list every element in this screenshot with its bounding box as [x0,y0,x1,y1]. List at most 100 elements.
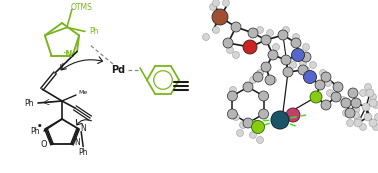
Circle shape [342,110,350,116]
Circle shape [232,52,240,58]
Circle shape [348,88,358,98]
Circle shape [228,91,237,101]
Circle shape [248,28,258,38]
Circle shape [339,97,347,103]
Circle shape [278,30,288,40]
Circle shape [298,65,308,75]
Circle shape [370,93,376,101]
Circle shape [369,99,377,107]
Circle shape [232,113,240,121]
FancyArrowPatch shape [61,63,67,70]
Circle shape [240,121,246,129]
Circle shape [321,72,331,82]
Text: N: N [80,124,86,133]
Circle shape [259,91,269,101]
Circle shape [270,76,276,84]
Text: N: N [74,138,80,147]
Circle shape [355,116,361,124]
FancyArrowPatch shape [76,120,91,125]
Circle shape [228,109,237,119]
Circle shape [291,38,301,48]
Circle shape [351,98,361,108]
Circle shape [229,86,237,93]
Circle shape [347,120,353,126]
Circle shape [259,109,269,119]
Circle shape [220,16,226,24]
Circle shape [310,91,322,103]
Text: Me: Me [78,89,88,94]
Circle shape [203,34,209,40]
Circle shape [261,62,271,72]
Circle shape [301,52,311,62]
Text: O: O [41,140,47,149]
Circle shape [290,61,296,69]
Circle shape [331,92,341,102]
Text: Ph: Ph [89,27,99,36]
Circle shape [364,113,372,121]
Circle shape [223,38,233,48]
Circle shape [302,66,310,74]
Circle shape [319,70,327,76]
Circle shape [324,80,332,86]
Circle shape [281,55,291,65]
Circle shape [212,9,228,25]
Circle shape [341,98,351,108]
Text: Ph: Ph [24,98,34,107]
Circle shape [333,82,343,92]
Circle shape [257,26,263,34]
Text: :N: :N [62,50,73,59]
Circle shape [359,124,367,130]
Circle shape [310,61,316,69]
Circle shape [364,84,372,90]
Circle shape [291,48,305,61]
Circle shape [212,0,220,7]
Circle shape [283,67,293,77]
Circle shape [249,131,257,139]
Circle shape [261,35,271,45]
Circle shape [372,124,378,130]
Circle shape [271,111,289,129]
Circle shape [354,119,362,127]
Circle shape [375,113,378,121]
Circle shape [369,119,377,127]
Circle shape [209,3,217,11]
Circle shape [299,60,307,66]
Circle shape [311,92,321,102]
Circle shape [302,43,310,51]
Circle shape [243,40,257,54]
Circle shape [359,89,367,97]
Circle shape [293,34,299,40]
Text: Ph: Ph [30,126,40,135]
Circle shape [321,100,331,110]
Circle shape [366,89,374,97]
Circle shape [253,72,263,82]
Circle shape [353,107,359,113]
Circle shape [286,108,300,122]
Circle shape [327,89,333,97]
Circle shape [372,102,378,108]
Circle shape [257,70,263,76]
Circle shape [266,30,274,37]
Circle shape [293,50,303,60]
Circle shape [212,26,220,34]
Circle shape [282,26,290,34]
Circle shape [304,71,316,84]
Text: ●: ● [38,124,42,128]
Circle shape [231,22,241,32]
Circle shape [315,80,325,90]
Circle shape [251,121,265,134]
Circle shape [265,75,275,85]
Circle shape [237,130,243,136]
Text: Pd: Pd [111,65,125,75]
Circle shape [353,112,359,119]
Circle shape [257,136,263,143]
Circle shape [268,50,278,60]
Circle shape [226,47,234,53]
Circle shape [243,118,253,128]
Circle shape [273,43,279,51]
Text: OTMS: OTMS [71,3,93,12]
Text: Ph: Ph [78,148,88,157]
Circle shape [223,0,229,7]
Circle shape [362,103,370,111]
FancyArrowPatch shape [62,57,102,69]
